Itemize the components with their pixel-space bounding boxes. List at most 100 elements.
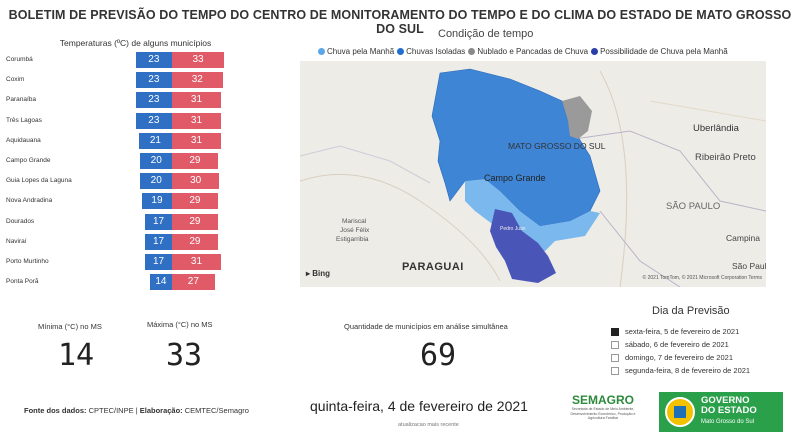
count-value: 69 [420,338,457,373]
max-temp-bar[interactable]: 29 [172,233,218,250]
map-label-pedro-juan: Pedro Juan [500,226,526,232]
semagro-logo: SEMAGRO Secretaria de Estado de Meio Amb… [570,393,636,420]
min-temp-bar[interactable]: 17 [145,253,172,270]
max-temp-bar[interactable]: 32 [172,72,223,89]
map-copyright[interactable]: © 2021 TomTom, © 2021 Microsoft Corporat… [642,275,762,281]
legend-dot-icon [468,48,476,55]
map-label-sao-paulo-state: SÃO PAULO [666,201,721,212]
temperature-row[interactable]: Três Lagoas 23 31 [4,112,248,132]
dia-previsao-slicer: sexta-feira, 5 de fevereiro de 2021 sábad… [611,325,750,377]
min-temp-bar[interactable]: 19 [141,193,172,210]
municipality-name: Aquidauana [6,136,41,144]
min-temp-bar[interactable]: 23 [135,92,172,109]
weather-map[interactable]: MATO GROSSO DO SUL Campo Grande Uberlând… [300,61,766,287]
temperature-chart-title: Temperaturas (ºC) de alguns municípios [59,38,212,48]
legend-label: Chuva pela Manhã [327,47,395,56]
municipality-name: Corumbá [6,56,33,63]
temperature-row[interactable]: Coxim 23 32 [4,71,248,91]
bing-logo: ▸ Bing [306,269,331,278]
min-temp-bar[interactable]: 20 [140,152,172,169]
dia-option[interactable]: sexta-feira, 5 de fevereiro de 2021 [611,325,750,338]
checkbox[interactable] [611,327,619,336]
count-label: Quantidade de municípios em análise simu… [344,322,508,331]
municipality-name: Ponta Porã [6,278,39,286]
max-temp-bar[interactable]: 31 [172,132,221,149]
legend-item[interactable]: Chuvas Isoladas [397,47,465,56]
legend-dot-icon [591,48,599,55]
map-label-uberlandia: Uberlândia [693,123,739,134]
map-label-mariscal: Mariscal [342,218,367,225]
state-seal-icon [665,397,695,427]
min-value: 14 [58,338,95,373]
temperature-row[interactable]: Campo Grande 20 29 [4,152,248,172]
max-temp-bar[interactable]: 29 [172,152,218,169]
min-temp-bar[interactable]: 20 [140,173,172,190]
municipality-name: Nova Andradina [6,197,53,205]
map-label-campo-grande: Campo Grande [484,173,546,183]
max-temp-bar[interactable]: 27 [172,274,215,291]
municipality-name: Campo Grande [6,156,51,164]
max-temp-bar[interactable]: 29 [172,193,218,210]
max-temp-bar[interactable]: 31 [172,112,221,129]
temperature-row[interactable]: Ponta Porã 14 27 [4,273,248,293]
dia-option[interactable]: sábado, 6 de fevereiro de 2021 [611,338,750,351]
max-temp-bar[interactable]: 29 [172,213,218,230]
min-temp-bar[interactable]: 23 [135,72,172,89]
checkbox[interactable] [611,353,619,362]
map-label-ms: MATO GROSSO DO SUL [508,141,606,151]
region-nublado [562,96,592,139]
min-temp-bar[interactable]: 14 [149,274,172,291]
municipality-name: Três Lagoas [6,116,42,124]
dia-previsao-title: Dia da Previsão [652,305,730,317]
municipality-name: Paranaíba [6,96,36,104]
min-temp-bar[interactable]: 23 [135,112,172,129]
temperature-row[interactable]: Corumbá 23 33 [4,51,248,71]
checkbox[interactable] [611,340,619,349]
map-svg [300,68,766,287]
map-label-sao-paulo: São Paulo [732,261,766,271]
min-temp-bar[interactable]: 17 [145,213,172,230]
legend-label: Nublado e Pancadas de Chuva [477,47,589,56]
temperature-chart: Corumbá 23 33 Coxim 23 32 Paranaíba 23 31 Três La… [4,51,248,293]
temperature-row[interactable]: Aquidauana 21 31 [4,132,248,152]
temperature-row[interactable]: Paranaíba 23 31 [4,91,248,111]
legend-item[interactable]: Chuva pela Manhã [318,47,394,56]
municipality-name: Dourados [6,217,35,225]
temperature-row[interactable]: Dourados 17 29 [4,213,248,233]
temperature-row[interactable]: Guia Lopes da Laguna 20 30 [4,172,248,192]
map-label-campinas: Campina [726,233,761,243]
map-label-estigarribia: Estigarribia [336,236,369,243]
max-temp-bar[interactable]: 33 [172,52,225,68]
municipality-name: Porto Murtinho [6,257,49,265]
governo-logo: GOVERNO DO ESTADO Mato Grosso do Sul [659,392,783,432]
dia-option[interactable]: segunda-feira, 8 de fevereiro de 2021 [611,364,750,377]
min-label: Mínima (°C) no MS [38,322,102,331]
max-temp-bar[interactable]: 31 [172,92,221,109]
map-label-jose: José Félix [340,227,370,234]
map-legend: Chuva pela Manhã Chuvas Isoladas Nublado e… [318,47,731,56]
page-title: BOLETIM DE PREVISÃO DO TEMPO DO CENTRO D… [8,8,792,36]
map-label-paraguai: PARAGUAI [402,261,464,273]
region-chuva-manha [465,179,600,251]
checkbox[interactable] [611,366,619,375]
legend-label: Possibilidade de Chuva pela Manhã [600,47,728,56]
dia-option-label: domingo, 7 de fevereiro de 2021 [625,353,733,362]
data-source: Fonte dos dados: CPTEC/INPE | Elaboração… [24,406,249,415]
max-temp-bar[interactable]: 30 [172,173,220,190]
temperature-row[interactable]: Naviraí 17 29 [4,233,248,253]
temperature-row[interactable]: Porto Murtinho 17 31 [4,253,248,273]
dia-option-label: sexta-feira, 5 de fevereiro de 2021 [625,327,740,336]
max-value: 33 [166,338,203,373]
max-label: Máxima (°C) no MS [147,320,213,329]
legend-item[interactable]: Possibilidade de Chuva pela Manhã [591,47,728,56]
legend-item[interactable]: Nublado e Pancadas de Chuva [468,47,588,56]
dia-option[interactable]: domingo, 7 de fevereiro de 2021 [611,351,750,364]
min-temp-bar[interactable]: 21 [138,132,172,149]
map-label-ribeirao: Ribeirão Preto [695,152,756,163]
temperature-row[interactable]: Nova Andradina 19 29 [4,192,248,212]
max-temp-bar[interactable]: 31 [172,253,221,270]
municipality-name: Guia Lopes da Laguna [6,177,72,185]
min-temp-bar[interactable]: 17 [145,233,172,250]
municipality-name: Naviraí [6,237,27,245]
min-temp-bar[interactable]: 23 [135,52,172,68]
